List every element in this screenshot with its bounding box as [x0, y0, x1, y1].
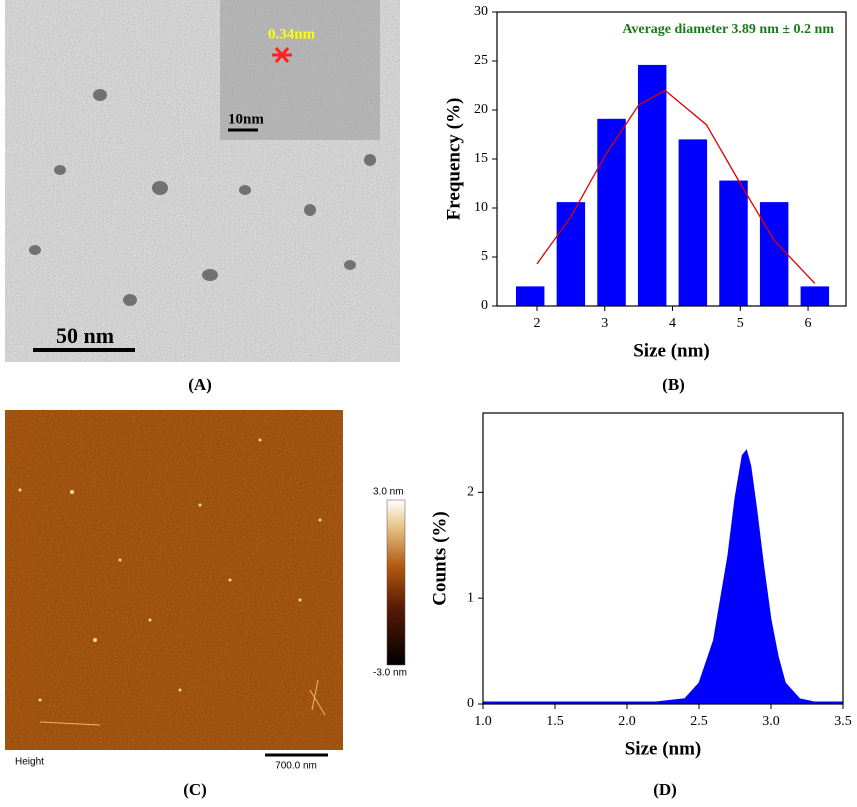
y-tick-label: 15 — [474, 151, 488, 166]
x-tick-label: 2 — [533, 316, 540, 331]
area — [482, 449, 844, 705]
panel-label: (B) — [662, 375, 685, 394]
y-tick-label: 25 — [474, 53, 488, 68]
x-tick-label: 6 — [805, 316, 812, 331]
scale-bar-label: 700.0 nm — [275, 761, 317, 772]
y-axis-label: Counts (%) — [429, 511, 450, 605]
y-tick-label: 10 — [474, 200, 488, 215]
inset-scale: 10nm — [228, 111, 264, 127]
x-tick-label: 3 — [601, 316, 608, 331]
panel-label: (D) — [653, 780, 677, 799]
channel-label: Height — [15, 757, 44, 768]
bar — [759, 202, 789, 306]
bar — [719, 180, 748, 306]
annotation: Average diameter 3.89 nm ± 0.2 nm — [622, 22, 834, 37]
y-tick-label: 2 — [467, 485, 474, 500]
y-tick-label: 0 — [481, 298, 488, 313]
tem-image: 0.34nm 10nm 50 nm — [5, 0, 400, 362]
bar — [515, 286, 545, 306]
x-tick-label: 3.5 — [834, 714, 852, 729]
bar — [597, 118, 626, 306]
x-tick-label: 4 — [669, 316, 676, 331]
bar — [637, 64, 667, 306]
bar — [800, 286, 830, 306]
y-tick-label: 5 — [481, 249, 488, 264]
fit-line — [536, 89, 816, 284]
y-tick-label: 1 — [467, 590, 474, 605]
panel-label: (C) — [183, 780, 207, 799]
panel-label: (A) — [188, 375, 212, 394]
inset-spacing: 0.34nm — [268, 26, 316, 42]
scale-bar-label: 50 nm — [56, 323, 114, 348]
y-tick-label: 0 — [467, 696, 474, 711]
y-axis-label: Frequency (%) — [443, 98, 464, 221]
x-tick-label: 1.5 — [546, 714, 564, 729]
x-tick-label: 2.0 — [618, 714, 636, 729]
y-tick-label: 20 — [474, 102, 488, 117]
colorbar-min: -3.0 nm — [373, 668, 407, 679]
x-tick-label: 2.5 — [690, 714, 708, 729]
bar — [678, 139, 708, 306]
colorbar-max: 3.0 nm — [373, 487, 404, 498]
x-tick-label: 1.0 — [474, 714, 492, 729]
x-axis-label: Size (nm) — [625, 738, 702, 759]
x-tick-label: 5 — [737, 316, 744, 331]
x-tick-label: 3.0 — [762, 714, 780, 729]
axes-frame — [482, 412, 844, 705]
afm-image: 3.0 nm -3.0 nm Height 700.0 nm — [5, 410, 407, 772]
y-tick-label: 30 — [474, 4, 488, 19]
bar — [556, 202, 586, 306]
x-axis-label: Size (nm) — [633, 340, 710, 361]
